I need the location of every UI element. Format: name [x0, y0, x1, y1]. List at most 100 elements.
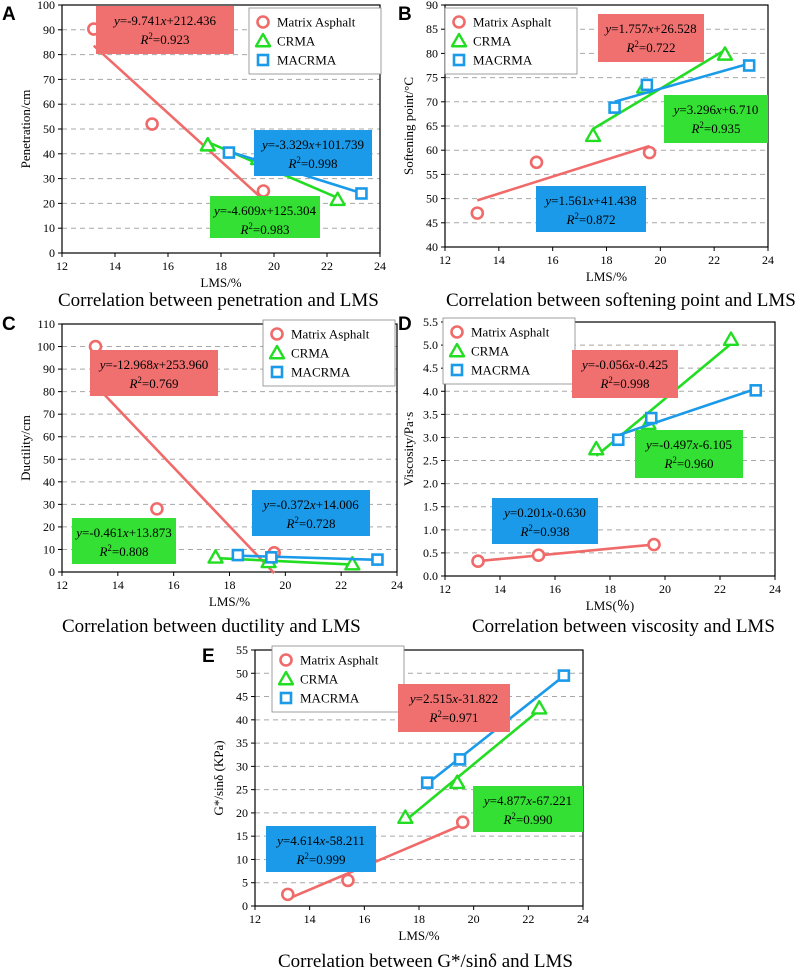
- chart-a-xtick-label: 16: [162, 259, 174, 273]
- chart-b-point-matrix: [642, 145, 657, 160]
- chart-d-ytick-label: 2.0: [423, 477, 438, 491]
- chart-b-legend-label: Matrix Asphalt: [473, 15, 552, 30]
- panel-a: A 0 10 20 30 40 50 60 70 80 90 100 12 14 16 18 20 22 24 LMS…: [0, 0, 400, 320]
- chart-b-ytick-label: 45: [426, 216, 438, 230]
- chart-d-plot-frame: [444, 321, 776, 577]
- chart-d-ytick-label: 5.5: [423, 315, 438, 329]
- chart-e-equation-box-macrma: [266, 826, 376, 872]
- chart-b-fit-line-macrma: [614, 62, 750, 103]
- chart-e-point-crma: [397, 809, 414, 825]
- chart-d-ylabel: Viscosity/Pa·s: [401, 412, 416, 486]
- chart-c-xtick-label: 16: [168, 578, 180, 592]
- chart-c-r2-matrix: R2=0.769: [128, 375, 178, 391]
- chart-a-xtick-label: 18: [215, 259, 227, 273]
- chart-e-ytick-label: 0: [242, 899, 248, 913]
- chart-c-ytick-label: 60: [43, 430, 55, 444]
- chart-c-ytick-label: 30: [43, 497, 55, 511]
- chart-d-legend-box: [442, 317, 576, 385]
- chart-d-ytick-label: 1.5: [423, 500, 438, 514]
- chart-e-xlabel: LMS/%: [398, 928, 439, 943]
- chart-d-ytick-label: 1.0: [423, 523, 438, 537]
- chart-b-ytick-label: 50: [426, 192, 438, 206]
- chart-e-xtick-label: 14: [304, 912, 316, 926]
- chart-a-ytick-label: 80: [43, 48, 55, 62]
- chart-c-ytick-label: 90: [43, 362, 55, 376]
- chart-a-point-macrma: [222, 146, 236, 159]
- chart-a-xtick-label: 24: [374, 259, 386, 273]
- chart-d-xtick-label: 14: [494, 582, 506, 596]
- chart-d-ytick-label: 3.5: [423, 407, 438, 421]
- chart-d-point-crma: [722, 331, 740, 346]
- chart-e-xtick-label: 16: [358, 912, 370, 926]
- chart-c-r2-crma: R2=0.808: [98, 543, 148, 559]
- chart-e-point-macrma: [420, 776, 434, 789]
- chart-a-fit-line-matrix: [92, 44, 265, 201]
- chart-c-ytick-label: 40: [43, 475, 55, 489]
- chart-b-xtick-label: 24: [762, 253, 774, 267]
- chart-b-xtick-label: 20: [654, 253, 666, 267]
- chart-d-point-matrix: [647, 537, 661, 552]
- chart-b-ytick-label: 55: [426, 167, 438, 181]
- chart-e-legend-label: Matrix Asphalt: [300, 653, 379, 668]
- chart-d-fit-line-macrma: [617, 387, 757, 437]
- chart-e-legend-marker-matrix: [279, 653, 293, 667]
- chart-c-legend-label: MACRMA: [291, 365, 351, 380]
- chart-e-r2-macrma: R2=0.999: [295, 851, 345, 867]
- chart-a-plot-frame: [61, 4, 381, 254]
- chart-c-equation-box-matrix: [90, 350, 218, 396]
- chart-c-legend-label: Matrix Asphalt: [291, 327, 370, 342]
- chart-e-xtick-label: 18: [413, 912, 425, 926]
- chart-d-point-macrma: [749, 384, 763, 397]
- chart-d-xtick-label: 12: [439, 582, 451, 596]
- chart-b-ytick-label: 60: [426, 143, 438, 157]
- chart-c-fit-line-macrma: [237, 554, 378, 562]
- panel-e: E 0 5 10 15 20 25 30 35 40 45 50 55 12 14 16 18 20 22 24 LMS…: [200, 640, 620, 976]
- chart-a-xtick-label: 14: [109, 259, 121, 273]
- chart-c-ytick-label: 20: [43, 520, 55, 534]
- chart-e-ytick-label: 55: [236, 643, 248, 657]
- chart-e-panel-letter: E: [202, 646, 215, 667]
- chart-b-legend-box: [444, 7, 578, 75]
- chart-d-xtick-label: 16: [549, 582, 561, 596]
- chart-d-ytick-label: 4.5: [423, 361, 438, 375]
- chart-c-r2-macrma: R2=0.728: [285, 515, 335, 531]
- chart-e-ytick-label: 40: [236, 713, 248, 727]
- chart-d-svg: D 0.0 0.5 1.0 1.5 2.0 2.5 3.0 3.5 4.0 4.5 5.0 5.5 12 1…: [398, 314, 781, 613]
- chart-a-xlabel: LMS/%: [200, 275, 241, 290]
- chart-a-title: Correlation between penetration and LMS: [58, 290, 379, 311]
- chart-e-point-macrma: [557, 669, 571, 682]
- chart-a-ytick-label: 40: [43, 147, 55, 161]
- chart-c-xtick-label: 24: [391, 578, 403, 592]
- chart-a-ytick-label: 60: [43, 97, 55, 111]
- chart-b-fit-line-matrix: [476, 144, 650, 202]
- chart-c-xlabel: LMS/%: [209, 594, 250, 609]
- chart-a-legend-box: [248, 7, 382, 75]
- chart-e-plot-frame: [254, 649, 584, 907]
- chart-c-point-macrma: [231, 548, 245, 562]
- chart-a-equation-crma: y=-4.609x+125.304: [212, 203, 317, 218]
- chart-a-r2-matrix: R2=0.923: [139, 31, 189, 47]
- chart-a-equation-box-matrix: [96, 6, 234, 54]
- chart-a-legend-marker-crma: [254, 32, 272, 48]
- chart-b-panel-letter: B: [398, 4, 412, 25]
- chart-e-ytick-label: 15: [236, 829, 248, 843]
- chart-b-svg: B 40 45 50 55 60 65 70 75 80 85 90 12 14 16 18 20 22 24 LMS…: [398, 0, 774, 284]
- chart-d-equation-matrix: y=-0.056x-0.425: [580, 357, 668, 372]
- chart-c-xtick-label: 18: [224, 578, 236, 592]
- chart-d-legend-label: CRMA: [471, 344, 510, 359]
- chart-a-svg: A 0 10 20 30 40 50 60 70 80 90 100 12 14 16 18 20 22 24 LMS…: [2, 0, 386, 290]
- chart-e-ytick-label: 50: [236, 666, 248, 680]
- chart-d-equation-box-matrix: [572, 350, 678, 398]
- chart-e-r2-crma: R2=0.990: [502, 811, 552, 827]
- chart-d-legend-label: Matrix Asphalt: [471, 325, 550, 340]
- chart-d-r2-macrma: R2=0.938: [519, 523, 569, 539]
- chart-c-equation-box-macrma: [252, 490, 370, 536]
- chart-a-ytick-label: 20: [43, 196, 55, 210]
- chart-e-xtick-label: 20: [468, 912, 480, 926]
- chart-c-plot-frame: [61, 323, 398, 573]
- chart-b-ytick-label: 90: [426, 0, 438, 12]
- chart-a-r2-macrma: R2=0.998: [287, 155, 337, 171]
- chart-d-equation-box-macrma: [492, 498, 598, 544]
- chart-a-ytick-label: 70: [43, 72, 55, 86]
- chart-d-panel-letter: D: [398, 314, 412, 335]
